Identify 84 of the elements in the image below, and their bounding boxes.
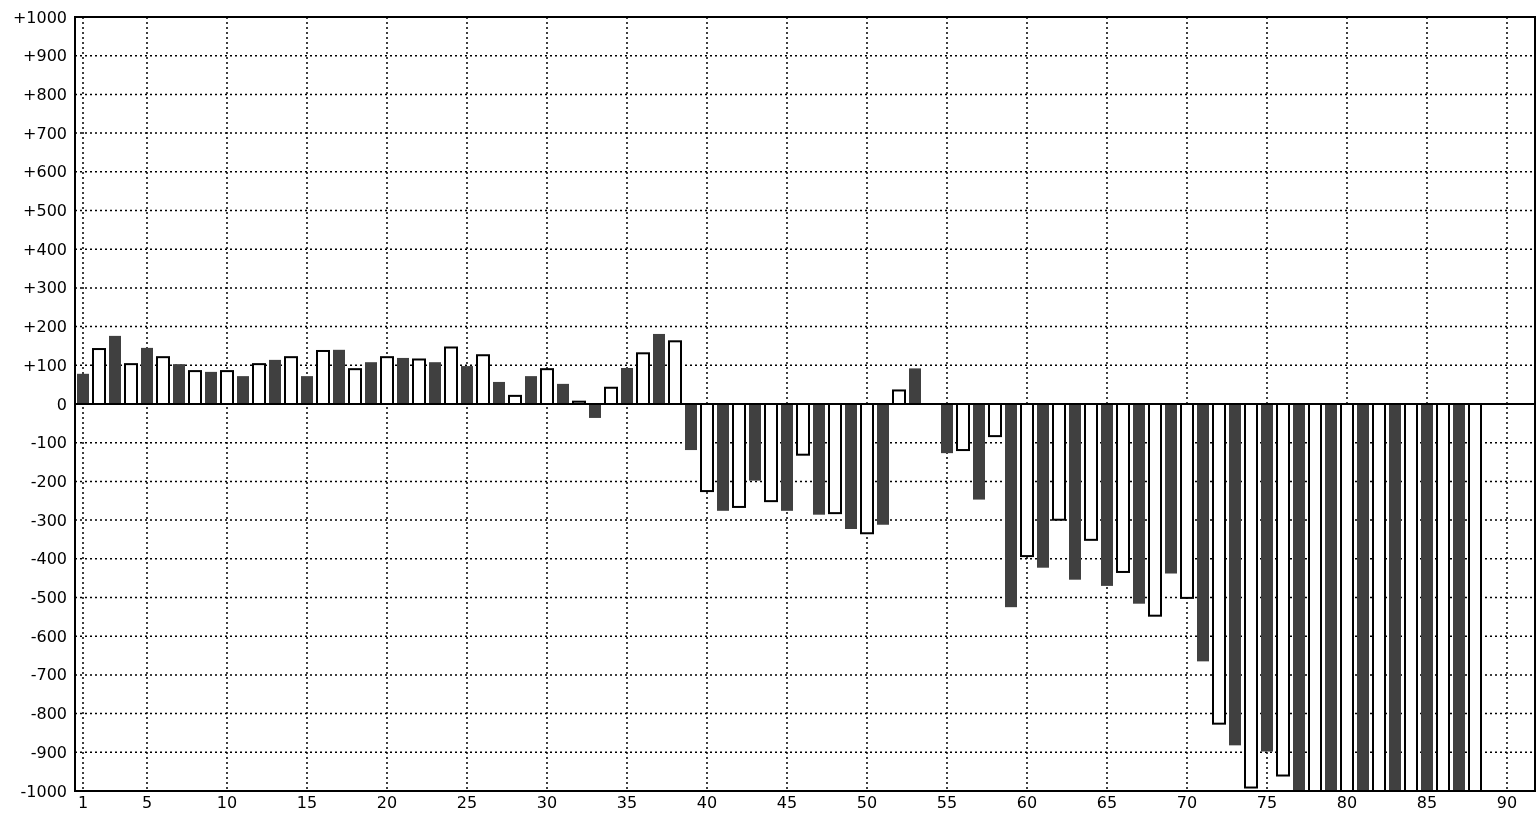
bar [909, 368, 921, 404]
bar [685, 404, 697, 451]
y-tick-label: +500 [23, 201, 67, 220]
y-tick-label: -1000 [20, 781, 67, 801]
bar [845, 404, 857, 529]
x-tick-label: 55 [936, 793, 958, 812]
bar [781, 404, 793, 511]
bar [1389, 404, 1401, 791]
y-tick-label: +400 [23, 239, 67, 259]
bar [205, 371, 217, 404]
x-tick-label: 30 [536, 793, 558, 812]
bar [621, 368, 633, 404]
x-tick-label: 10 [216, 793, 238, 812]
bar [365, 362, 377, 404]
bar [1197, 404, 1209, 662]
y-tick-label: +100 [23, 355, 67, 375]
bar [813, 404, 825, 515]
x-tick-label: 75 [1256, 793, 1278, 812]
bar [109, 335, 121, 404]
y-tick-label: -100 [30, 433, 67, 453]
bar [749, 404, 761, 481]
bar [493, 381, 505, 404]
bar [237, 376, 249, 404]
y-tick-label: -300 [30, 510, 67, 530]
bar [877, 404, 889, 525]
bar [1421, 404, 1433, 791]
bar [301, 376, 313, 404]
x-tick-label: 70 [1176, 793, 1198, 812]
y-tick-label: -900 [30, 742, 67, 762]
bar [1293, 404, 1305, 791]
y-tick-label: +300 [23, 278, 67, 298]
bar [717, 404, 729, 511]
bar [461, 366, 473, 404]
bar [525, 376, 537, 404]
x-tick-label: 80 [1336, 793, 1358, 812]
y-tick-label: +200 [23, 317, 67, 337]
y-tick-label: +600 [23, 162, 67, 182]
bar [1005, 404, 1017, 608]
x-tick-label: 5 [141, 793, 153, 812]
x-tick-label: 50 [856, 793, 878, 812]
y-tick-label: +700 [23, 123, 67, 143]
y-tick-label: -200 [30, 471, 67, 491]
y-tick-label: +1000 [12, 7, 67, 27]
bar [1229, 404, 1241, 746]
x-tick-label: 40 [696, 793, 718, 812]
bar [1133, 404, 1145, 604]
x-tick-label: 1 [77, 793, 89, 812]
x-tick-label: 15 [296, 793, 318, 812]
x-tick-label: 85 [1416, 793, 1438, 812]
y-tick-label: -600 [30, 626, 67, 646]
bar [429, 362, 441, 404]
bar [1357, 404, 1369, 791]
y-tick-label: -800 [30, 704, 67, 724]
bar [653, 333, 665, 404]
y-tick-label: -400 [30, 549, 67, 569]
bar [77, 373, 89, 404]
bar [1453, 404, 1465, 791]
bar [1037, 404, 1049, 568]
y-tick-label: -700 [30, 665, 67, 685]
bar [1101, 404, 1113, 586]
y-tick-label: 0 [56, 394, 67, 414]
bar [1325, 404, 1337, 791]
bar [941, 404, 953, 454]
x-tick-label: 60 [1016, 793, 1038, 812]
x-tick-label: 65 [1096, 793, 1118, 812]
bar [1165, 404, 1177, 574]
x-tick-label: 90 [1496, 793, 1518, 812]
bar [589, 404, 601, 418]
x-tick-label: 25 [456, 793, 478, 812]
bar [333, 349, 345, 404]
x-tick-label: 35 [616, 793, 638, 812]
y-tick-label: -500 [30, 588, 67, 607]
bar [1069, 404, 1081, 580]
bar [173, 364, 185, 404]
bar [141, 347, 153, 404]
y-tick-label: +800 [23, 84, 67, 104]
x-tick-label: 45 [776, 793, 798, 812]
bar [269, 359, 281, 404]
bar [397, 357, 409, 404]
y-tick-label: +900 [23, 46, 67, 66]
x-tick-label: 20 [376, 793, 398, 812]
bar [1261, 404, 1273, 752]
bar [973, 404, 985, 500]
bar [557, 383, 569, 404]
